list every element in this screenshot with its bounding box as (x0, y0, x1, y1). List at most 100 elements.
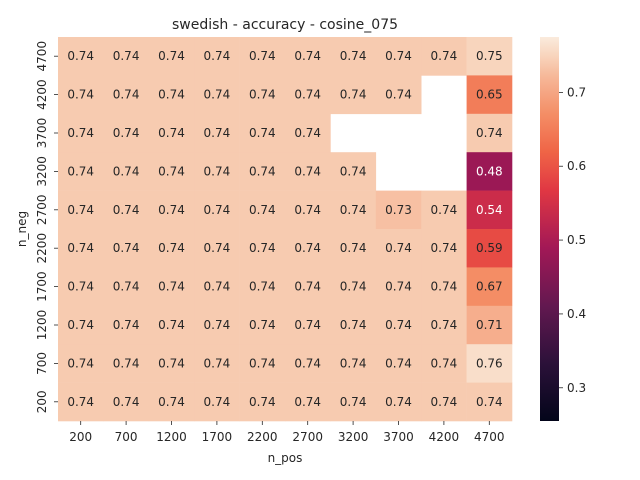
heatmap-cell (466, 37, 513, 76)
cell-value-label: 0.74 (385, 88, 412, 102)
heatmap-cell (239, 113, 286, 153)
cell-value-label: 0.74 (67, 49, 94, 63)
x-axis-label: n_pos (268, 451, 303, 465)
cell-value-label: 0.74 (204, 318, 231, 332)
heatmap-cell (466, 344, 513, 383)
cell-value-label: 0.74 (204, 49, 231, 63)
x-tick-label: 3200 (338, 430, 369, 444)
heatmap-cell (421, 37, 467, 76)
cell-value-label: 0.74 (204, 126, 231, 140)
cell-value-label: 0.74 (113, 241, 140, 255)
heatmap-cell (466, 75, 513, 115)
heatmap-cell (421, 190, 467, 230)
chart-title: swedish - accuracy - cosine_075 (172, 17, 398, 33)
heatmap-cell (285, 113, 331, 153)
cell-value-label: 0.74 (158, 241, 185, 255)
cell-value-label: 0.74 (476, 126, 503, 140)
heatmap-cell (421, 229, 467, 268)
heatmap-cells (58, 37, 513, 422)
cell-labels: 0.74 0.74 0.74 0.74 0.74 0.74 0.74 0.74 0.74 0.75… (67, 49, 502, 409)
y-tick-label: 700 (35, 352, 49, 375)
y-tick-label: 200 (35, 390, 49, 413)
cell-value-label: 0.74 (113, 280, 140, 294)
cell-value-label: 0.74 (431, 203, 458, 217)
heatmap-cell (330, 190, 377, 230)
y-axis-ticks: 4700 4200 3700 3200 2700 2200 1700 1200 700 200 (35, 41, 58, 413)
cell-value-label: 0.74 (431, 280, 458, 294)
cell-value-label: 0.74 (113, 356, 140, 370)
heatmap-cell (103, 344, 150, 383)
heatmap-cell (58, 113, 104, 153)
heatmap-cell (285, 37, 331, 76)
cell-value-label: 0.74 (340, 395, 367, 409)
cell-value-label: 0.74 (385, 241, 412, 255)
heatmap-cell (148, 305, 195, 345)
cell-value-label: 0.59 (476, 241, 503, 255)
cell-value-label: 0.67 (476, 280, 503, 294)
heatmap-cell (194, 152, 240, 191)
cell-value-label: 0.74 (204, 241, 231, 255)
y-tick-label: 2700 (35, 195, 49, 226)
cell-value-label: 0.74 (431, 395, 458, 409)
x-tick-label: 700 (115, 430, 138, 444)
cell-value-label: 0.74 (249, 88, 276, 102)
cell-value-label: 0.74 (158, 88, 185, 102)
colorbar-tick-label: 0.5 (567, 233, 586, 247)
heatmap-cell (330, 37, 377, 76)
heatmap-cell (239, 229, 286, 268)
cell-value-label: 0.48 (476, 164, 503, 178)
cell-value-label: 0.74 (340, 88, 367, 102)
cell-value-label: 0.74 (249, 280, 276, 294)
cell-value-label: 0.74 (340, 241, 367, 255)
cell-value-label: 0.74 (67, 395, 94, 409)
x-tick-label: 4700 (474, 430, 505, 444)
cell-value-label: 0.71 (476, 318, 503, 332)
heatmap-cell (103, 229, 150, 268)
cell-value-label: 0.74 (431, 49, 458, 63)
heatmap-cell (239, 382, 286, 422)
heatmap-cell (148, 113, 195, 153)
cell-value-label: 0.74 (385, 395, 412, 409)
heatmap-cell (421, 344, 467, 383)
heatmap-cell (58, 75, 104, 115)
x-tick-label: 1700 (202, 430, 233, 444)
heatmap-cell (58, 305, 104, 345)
cell-value-label: 0.75 (476, 49, 503, 63)
x-tick-label: 4200 (429, 430, 460, 444)
cell-value-label: 0.74 (204, 356, 231, 370)
cell-value-label: 0.74 (67, 164, 94, 178)
heatmap-cell (330, 229, 377, 268)
cell-value-label: 0.74 (158, 356, 185, 370)
heatmap-cell (330, 267, 377, 307)
x-tick-label: 200 (69, 430, 92, 444)
cell-value-label: 0.74 (385, 356, 412, 370)
cell-value-label: 0.74 (431, 241, 458, 255)
cell-value-label: 0.65 (476, 88, 503, 102)
heatmap-cell (148, 37, 195, 76)
heatmap-cell (148, 267, 195, 307)
heatmap-cell (330, 152, 377, 191)
cell-value-label: 0.74 (431, 356, 458, 370)
y-tick-label: 4700 (35, 41, 49, 72)
heatmap-cell (285, 75, 331, 115)
cell-value-label: 0.74 (158, 395, 185, 409)
cell-value-label: 0.74 (67, 356, 94, 370)
heatmap-cell (285, 267, 331, 307)
heatmap-cell (239, 190, 286, 230)
cell-value-label: 0.74 (385, 318, 412, 332)
cell-value-label: 0.74 (249, 49, 276, 63)
heatmap-cell (58, 229, 104, 268)
cell-value-label: 0.74 (113, 88, 140, 102)
heatmap-cell (466, 229, 513, 268)
heatmap-cell (375, 37, 422, 76)
cell-value-label: 0.74 (158, 280, 185, 294)
cell-value-label: 0.74 (204, 280, 231, 294)
cell-value-label: 0.74 (67, 280, 94, 294)
heatmap-cell (148, 229, 195, 268)
y-tick-label: 2200 (35, 233, 49, 264)
heatmap-cell (194, 190, 240, 230)
heatmap-cell (58, 37, 104, 76)
heatmap-cell (58, 344, 104, 383)
cell-value-label: 0.74 (113, 203, 140, 217)
cell-value-label: 0.74 (294, 88, 321, 102)
